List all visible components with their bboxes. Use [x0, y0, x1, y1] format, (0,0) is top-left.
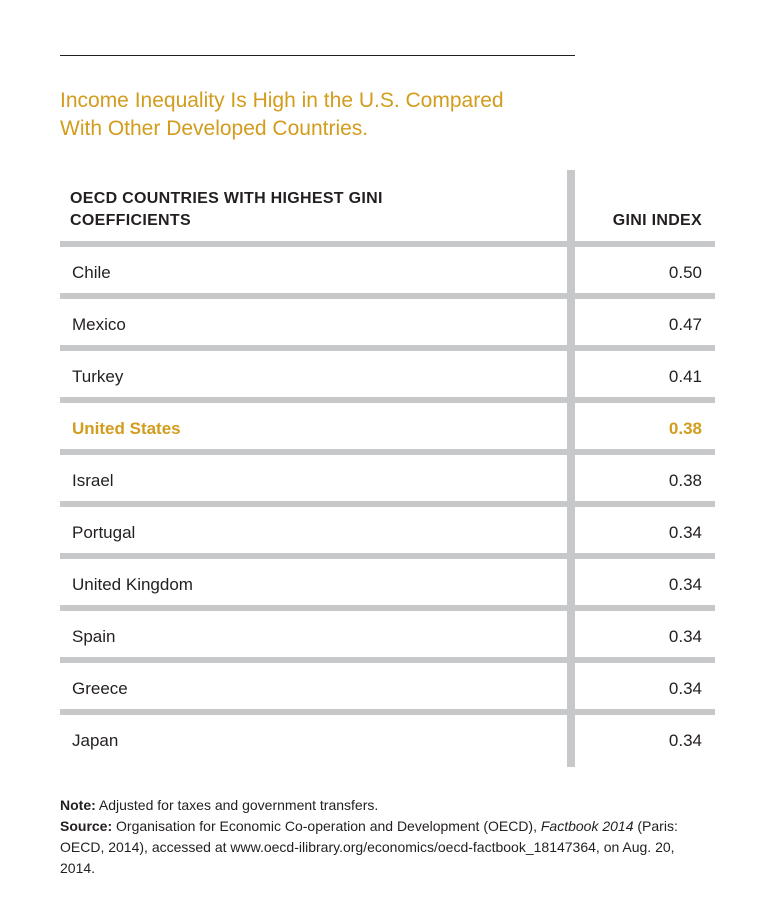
- row-divider: [60, 657, 715, 663]
- row-divider: [60, 241, 715, 247]
- title-line-1: Income Inequality Is High in the U.S. Co…: [60, 89, 504, 112]
- gini-value-cell: 0.34: [668, 523, 702, 542]
- gini-value-cell: 0.50: [668, 263, 702, 282]
- gini-value-cell: 0.34: [668, 575, 702, 594]
- column-divider: [567, 170, 575, 767]
- row-divider: [60, 709, 715, 715]
- note-line: Note: Adjusted for taxes and government …: [60, 795, 700, 816]
- gini-value-cell: 0.34: [668, 627, 702, 646]
- country-column-header-line-1: OECD COUNTRIES WITH HIGHEST GINI: [70, 190, 383, 207]
- country-column-header: OECD COUNTRIES WITH HIGHEST GINI COEFFIC…: [70, 188, 510, 232]
- country-cell: Spain: [72, 627, 116, 646]
- chart-title: Income Inequality Is High in the U.S. Co…: [60, 87, 620, 143]
- row-divider: [60, 449, 715, 455]
- table-row: Japan 0.34: [60, 715, 715, 767]
- country-cell: Greece: [72, 679, 128, 698]
- row-divider: [60, 501, 715, 507]
- row-divider: [60, 553, 715, 559]
- row-divider: [60, 605, 715, 611]
- note-label: Note:: [60, 797, 96, 813]
- row-divider: [60, 345, 715, 351]
- notes: Note: Adjusted for taxes and government …: [60, 795, 700, 879]
- country-cell: United Kingdom: [72, 575, 193, 594]
- source-text-2: (Paris: OECD, 2014), accessed at www.oec…: [60, 818, 678, 876]
- top-rule: [60, 55, 575, 56]
- country-cell: Mexico: [72, 315, 126, 334]
- gini-value-cell: 0.34: [668, 679, 702, 698]
- country-cell: Israel: [72, 471, 114, 490]
- note-text: Adjusted for taxes and government transf…: [95, 797, 379, 813]
- source-text: Organisation for Economic Co-operation a…: [112, 818, 541, 834]
- source-label: Source:: [60, 818, 113, 834]
- row-divider: [60, 293, 715, 299]
- table-row: United Kingdom 0.34: [60, 559, 715, 611]
- table-row: United States 0.38: [60, 403, 715, 455]
- gini-value-cell: 0.47: [668, 315, 702, 334]
- table-row: Portugal 0.34: [60, 507, 715, 559]
- gini-value-cell: 0.38: [668, 419, 702, 438]
- title-line-2: With Other Developed Countries.: [60, 117, 369, 140]
- gini-value-cell: 0.41: [668, 367, 702, 386]
- gini-column-header: GINI INDEX: [612, 212, 702, 229]
- country-cell: Turkey: [72, 367, 124, 386]
- table-row: Turkey 0.41: [60, 351, 715, 403]
- gini-value-cell: 0.34: [668, 731, 702, 750]
- country-cell: Chile: [72, 263, 111, 282]
- gini-value-cell: 0.38: [668, 471, 702, 490]
- country-cell: Japan: [72, 731, 119, 750]
- table-row: Israel 0.38: [60, 455, 715, 507]
- country-cell: United States: [72, 419, 181, 438]
- table-row: Chile 0.50: [60, 247, 715, 299]
- country-cell: Portugal: [72, 523, 136, 542]
- table-row: Spain 0.34: [60, 611, 715, 663]
- row-divider: [60, 397, 715, 403]
- country-column-header-line-2: COEFFICIENTS: [70, 212, 191, 229]
- table-row: Greece 0.34: [60, 663, 715, 715]
- source-title: Factbook 2014: [540, 818, 634, 834]
- table-row: Mexico 0.47: [60, 299, 715, 351]
- source-line: Source: Organisation for Economic Co-ope…: [60, 816, 700, 879]
